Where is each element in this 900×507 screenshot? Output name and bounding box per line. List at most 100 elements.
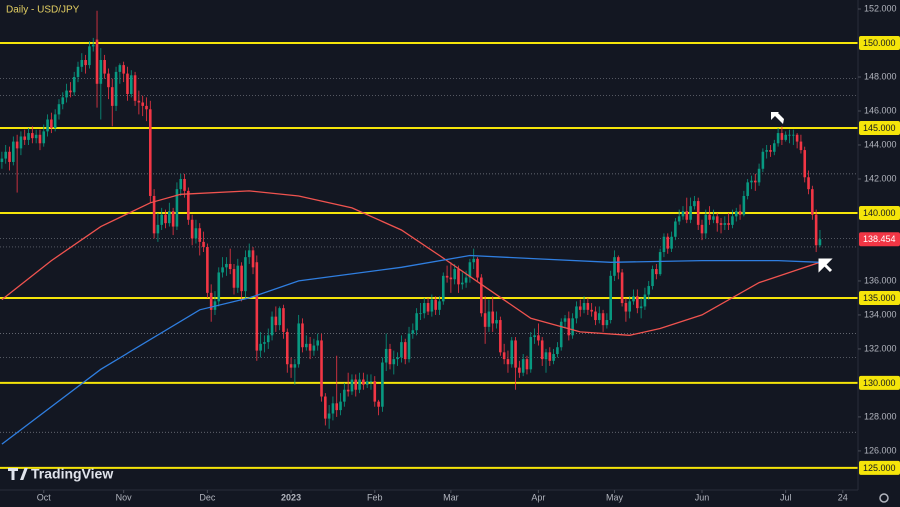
candle-body [712,216,715,220]
candle-body [228,263,232,270]
settings-button[interactable] [879,493,889,503]
candle-body [807,177,810,190]
candle-body [403,342,407,360]
candle-body [476,258,479,278]
y-tick-label: 146.000 [864,105,897,115]
last-price-label: 138.454 [863,234,896,244]
candle-body [343,389,346,402]
candle-body [674,221,677,237]
candle-body [563,318,567,322]
candle-body [609,275,612,321]
candle-body [61,97,65,105]
candle-body [734,211,738,217]
candle-body [628,301,632,312]
candle-body [666,236,670,249]
candle-body [171,211,175,227]
candle-body [217,272,221,302]
candle-body [308,343,312,351]
candle-body [753,180,757,183]
candle-body [738,211,742,215]
candle-body [506,359,510,365]
candle-body [407,333,411,360]
candle-body [464,277,468,283]
y-tick-label: 144.000 [864,139,897,149]
candle-body [304,343,308,348]
logo: TradingView [8,466,113,482]
candle-body [4,151,8,159]
x-tick-label: Apr [531,492,545,502]
candle-body [244,257,247,292]
logo-icon [8,468,28,480]
candle-body [765,150,768,152]
candle-body [278,308,281,326]
candle-body [468,262,472,278]
level-label: 140.000 [863,208,896,218]
candle-body [103,59,106,74]
candle-body [460,282,464,285]
level-label: 145.000 [863,123,896,133]
x-tick-label: Nov [116,492,133,502]
candle-body [681,211,685,217]
candle-body [225,263,228,268]
candle-body [400,342,403,358]
candle-body [434,299,437,310]
candle-body [110,87,114,106]
candle-body [540,340,544,360]
candle-body [289,364,293,368]
candle-body [430,299,434,312]
y-tick-label: 134.000 [864,309,897,319]
level-label: 130.000 [863,378,896,388]
x-tick-label: Feb [367,492,383,502]
candle-body [331,403,335,414]
candle-body [324,396,327,419]
watermark: TradingView [31,466,113,482]
candle-body [65,90,68,98]
candle-body [118,65,122,72]
candle-body [175,189,179,227]
x-tick-label: Jun [695,492,710,502]
candle-body [263,342,266,344]
candle-body [164,214,167,224]
y-tick-label: 132.000 [864,343,897,353]
candle-body [719,223,723,225]
level-label-box [859,36,900,51]
y-tick-label: 136.000 [864,275,897,285]
candle-body [168,211,171,224]
plot-area [0,10,858,469]
candle-body [670,236,673,249]
candle-body [761,151,765,169]
candle-body [202,241,205,247]
candle-body [419,313,422,315]
candle-body [335,403,339,411]
candle-body [689,206,692,220]
candle-body [236,265,240,288]
candle-body [293,364,297,368]
candle-body [232,269,236,288]
moving-average [1,254,821,445]
candle-body [358,379,361,390]
candle-body [259,343,262,351]
candle-body [784,134,788,140]
arrow-down [771,112,784,124]
candle-body [69,90,72,93]
candle-body [312,345,316,351]
candle-body [700,224,704,234]
candle-body [19,136,23,149]
candle-body [274,316,278,326]
chart-title: Daily - USD/JPY [6,5,80,16]
candle-body [708,214,711,220]
level-label-box [859,375,900,390]
candle-body [27,133,30,140]
candle-body [772,143,776,152]
candle-body [814,214,818,246]
candle-body [594,311,597,321]
candle-body [449,277,453,280]
candle-body [209,292,213,310]
candle-body [148,109,152,196]
candle-body [624,303,628,312]
x-tick-label: May [606,492,624,502]
candle-body [23,136,27,140]
candle-body [441,275,445,302]
